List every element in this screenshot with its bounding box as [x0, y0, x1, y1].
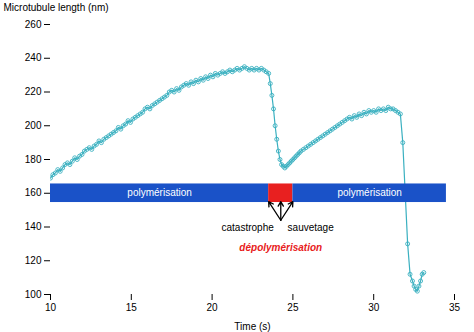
svg-text:260: 260 — [25, 19, 42, 30]
svg-text:200: 200 — [25, 120, 42, 131]
svg-text:10: 10 — [45, 302, 57, 313]
svg-text:220: 220 — [25, 86, 42, 97]
svg-text:polymérisation: polymérisation — [127, 187, 191, 198]
svg-text:30: 30 — [368, 302, 380, 313]
svg-text:100: 100 — [25, 289, 42, 300]
svg-text:dépolymérisation: dépolymérisation — [239, 242, 322, 253]
svg-text:160: 160 — [25, 187, 42, 198]
svg-text:180: 180 — [25, 154, 42, 165]
svg-text:20: 20 — [207, 302, 219, 313]
svg-text:25: 25 — [287, 302, 299, 313]
svg-text:35: 35 — [449, 302, 461, 313]
svg-text:Time (s): Time (s) — [234, 321, 270, 332]
svg-text:240: 240 — [25, 52, 42, 63]
svg-text:polymérisation: polymérisation — [337, 187, 401, 198]
svg-text:140: 140 — [25, 221, 42, 232]
svg-text:120: 120 — [25, 255, 42, 266]
svg-text:sauvetage: sauvetage — [288, 222, 335, 233]
svg-text:Microtubule length (nm): Microtubule length (nm) — [4, 2, 109, 13]
svg-text:15: 15 — [126, 302, 138, 313]
svg-text:catastrophe: catastrophe — [222, 222, 275, 233]
